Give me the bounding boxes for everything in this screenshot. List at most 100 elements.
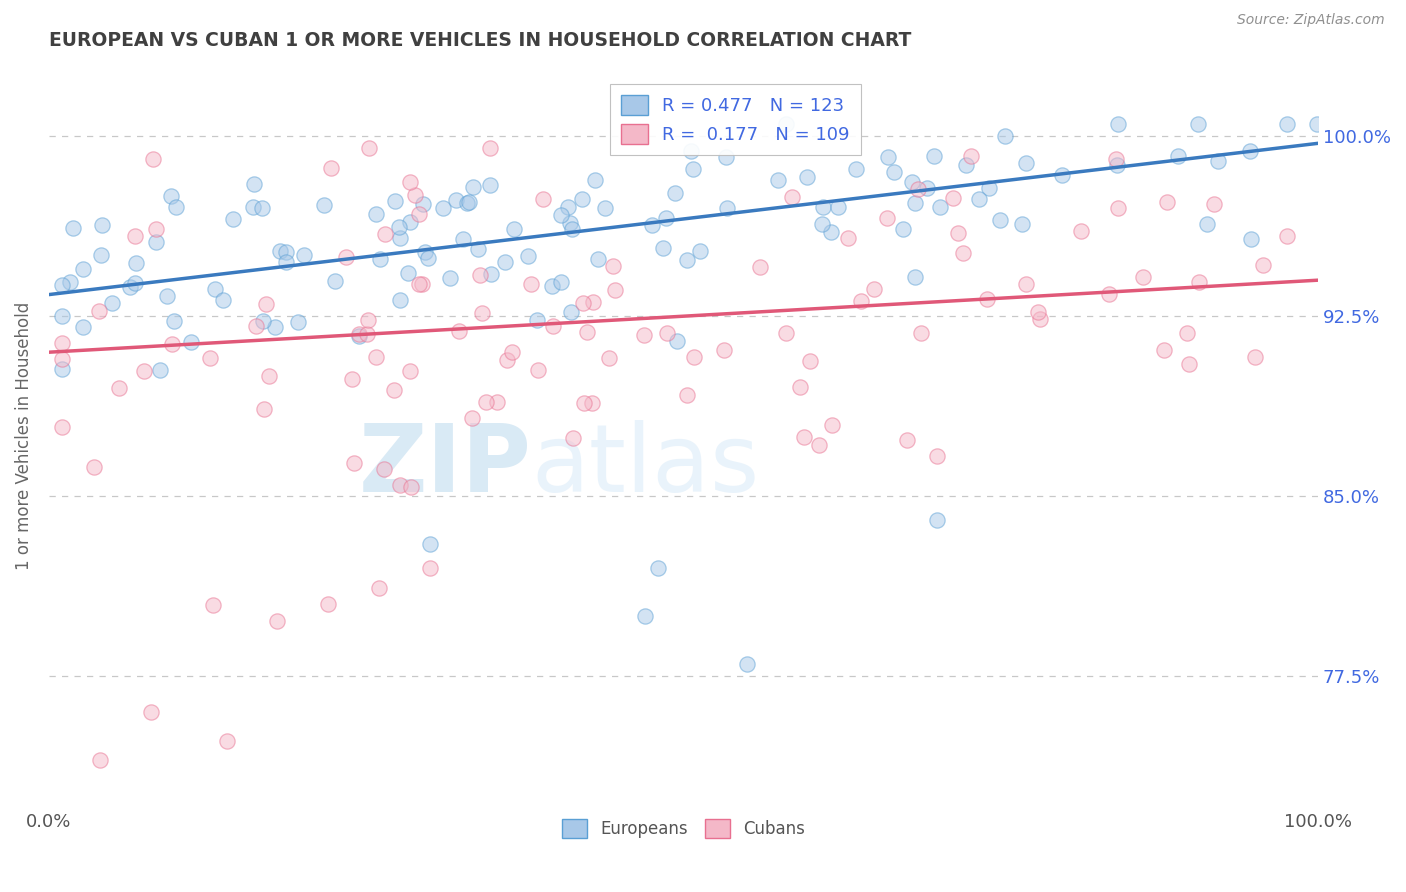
Point: [967, 192, 990, 206]
Point: [124, 276, 146, 290]
Point: [901, 175, 924, 189]
Point: [316, 598, 339, 612]
Point: [683, 350, 706, 364]
Point: [347, 326, 370, 341]
Point: [1167, 149, 1189, 163]
Point: [481, 268, 503, 282]
Point: [647, 561, 669, 575]
Point: [766, 173, 789, 187]
Point: [572, 296, 595, 310]
Point: [314, 198, 336, 212]
Point: [915, 181, 938, 195]
Point: [927, 449, 949, 463]
Point: [1052, 168, 1074, 182]
Point: [1244, 350, 1267, 364]
Point: [342, 456, 364, 470]
Point: [87, 304, 110, 318]
Point: [51, 420, 73, 434]
Point: [470, 268, 492, 282]
Point: [1306, 117, 1329, 131]
Point: [478, 178, 501, 192]
Point: [561, 431, 583, 445]
Point: [675, 252, 697, 267]
Point: [1178, 357, 1201, 371]
Point: [862, 282, 884, 296]
Point: [453, 232, 475, 246]
Point: [444, 193, 467, 207]
Point: [602, 260, 624, 274]
Point: [520, 277, 543, 291]
Point: [62, 221, 84, 235]
Point: [463, 180, 485, 194]
Point: [163, 314, 186, 328]
Point: [681, 144, 703, 158]
Point: [59, 276, 82, 290]
Point: [145, 221, 167, 235]
Point: [276, 244, 298, 259]
Point: [408, 277, 430, 291]
Point: [502, 221, 524, 235]
Point: [411, 277, 433, 291]
Point: [1197, 217, 1219, 231]
Point: [253, 402, 276, 417]
Point: [1204, 197, 1226, 211]
Point: [904, 196, 927, 211]
Point: [780, 190, 803, 204]
Point: [412, 196, 434, 211]
Point: [486, 395, 509, 409]
Point: [276, 255, 298, 269]
Point: [775, 326, 797, 340]
Point: [633, 328, 655, 343]
Point: [90, 218, 112, 232]
Point: [929, 200, 952, 214]
Point: [252, 313, 274, 327]
Point: [254, 297, 277, 311]
Point: [652, 241, 675, 255]
Point: [582, 295, 605, 310]
Point: [180, 335, 202, 350]
Point: [910, 326, 932, 341]
Point: [51, 310, 73, 324]
Point: [837, 231, 859, 245]
Point: [439, 270, 461, 285]
Point: [891, 221, 914, 235]
Point: [323, 274, 346, 288]
Point: [349, 329, 371, 343]
Point: [775, 117, 797, 131]
Point: [664, 186, 686, 201]
Point: [243, 177, 266, 191]
Point: [988, 212, 1011, 227]
Point: [849, 293, 872, 308]
Point: [408, 207, 430, 221]
Point: [1098, 287, 1121, 301]
Point: [368, 581, 391, 595]
Point: [1105, 152, 1128, 166]
Point: [340, 372, 363, 386]
Legend: Europeans, Cubans: Europeans, Cubans: [555, 813, 811, 845]
Point: [120, 280, 142, 294]
Point: [132, 364, 155, 378]
Point: [748, 260, 770, 274]
Point: [955, 157, 977, 171]
Text: ZIP: ZIP: [359, 420, 531, 512]
Point: [904, 270, 927, 285]
Point: [245, 318, 267, 333]
Point: [654, 211, 676, 225]
Point: [634, 609, 657, 624]
Point: [457, 195, 479, 210]
Point: [1132, 269, 1154, 284]
Point: [202, 598, 225, 612]
Point: [605, 284, 627, 298]
Point: [475, 395, 498, 409]
Point: [204, 282, 226, 296]
Point: [550, 208, 572, 222]
Point: [735, 657, 758, 672]
Point: [799, 354, 821, 368]
Point: [561, 222, 583, 236]
Point: [907, 181, 929, 195]
Point: [1015, 156, 1038, 170]
Point: [51, 351, 73, 366]
Point: [1029, 312, 1052, 326]
Point: [581, 396, 603, 410]
Point: [1107, 201, 1129, 215]
